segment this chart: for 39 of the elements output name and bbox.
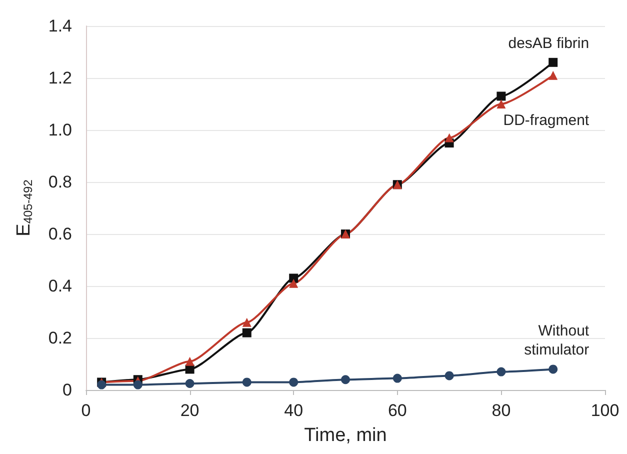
point — [242, 328, 252, 338]
x-tick-label: 60 — [388, 401, 407, 420]
point — [242, 318, 252, 327]
point — [289, 278, 298, 288]
series-label: Without stimulator — [524, 322, 590, 359]
y-axis-title: E405-492 — [14, 179, 35, 236]
point — [548, 58, 558, 67]
y-tick-label: 0.6 — [48, 224, 72, 244]
point — [133, 380, 142, 390]
point — [289, 378, 298, 387]
point — [496, 92, 506, 101]
y-tick-label: 0.8 — [48, 172, 72, 192]
point — [242, 378, 252, 387]
x-tick-label: 40 — [284, 401, 304, 420]
point — [185, 379, 194, 388]
y-tick-label: 0 — [62, 380, 72, 400]
y-tick-label: 1.0 — [48, 120, 72, 140]
point — [341, 375, 350, 384]
point — [97, 380, 106, 390]
point — [496, 367, 506, 376]
point — [548, 70, 558, 80]
point — [185, 356, 194, 366]
point — [444, 371, 454, 380]
y-tick-label: 0.2 — [48, 328, 72, 348]
series-label: DD-fragment — [503, 112, 590, 129]
y-tick-label: 0.4 — [48, 276, 72, 296]
y-tick-label: 1.2 — [48, 68, 72, 88]
point — [496, 100, 506, 108]
x-tick-label: 0 — [81, 401, 91, 420]
x-tick-label: 80 — [492, 401, 511, 420]
x-tick-label: 100 — [590, 401, 620, 420]
point — [548, 364, 558, 374]
x-axis-title: Time, min — [304, 425, 387, 446]
point — [392, 374, 402, 383]
point — [289, 274, 298, 283]
series-label: desAB fibrin — [508, 34, 590, 52]
x-tick-label: 20 — [180, 401, 200, 420]
point — [444, 133, 454, 142]
y-tick-label: 1.4 — [48, 16, 72, 36]
